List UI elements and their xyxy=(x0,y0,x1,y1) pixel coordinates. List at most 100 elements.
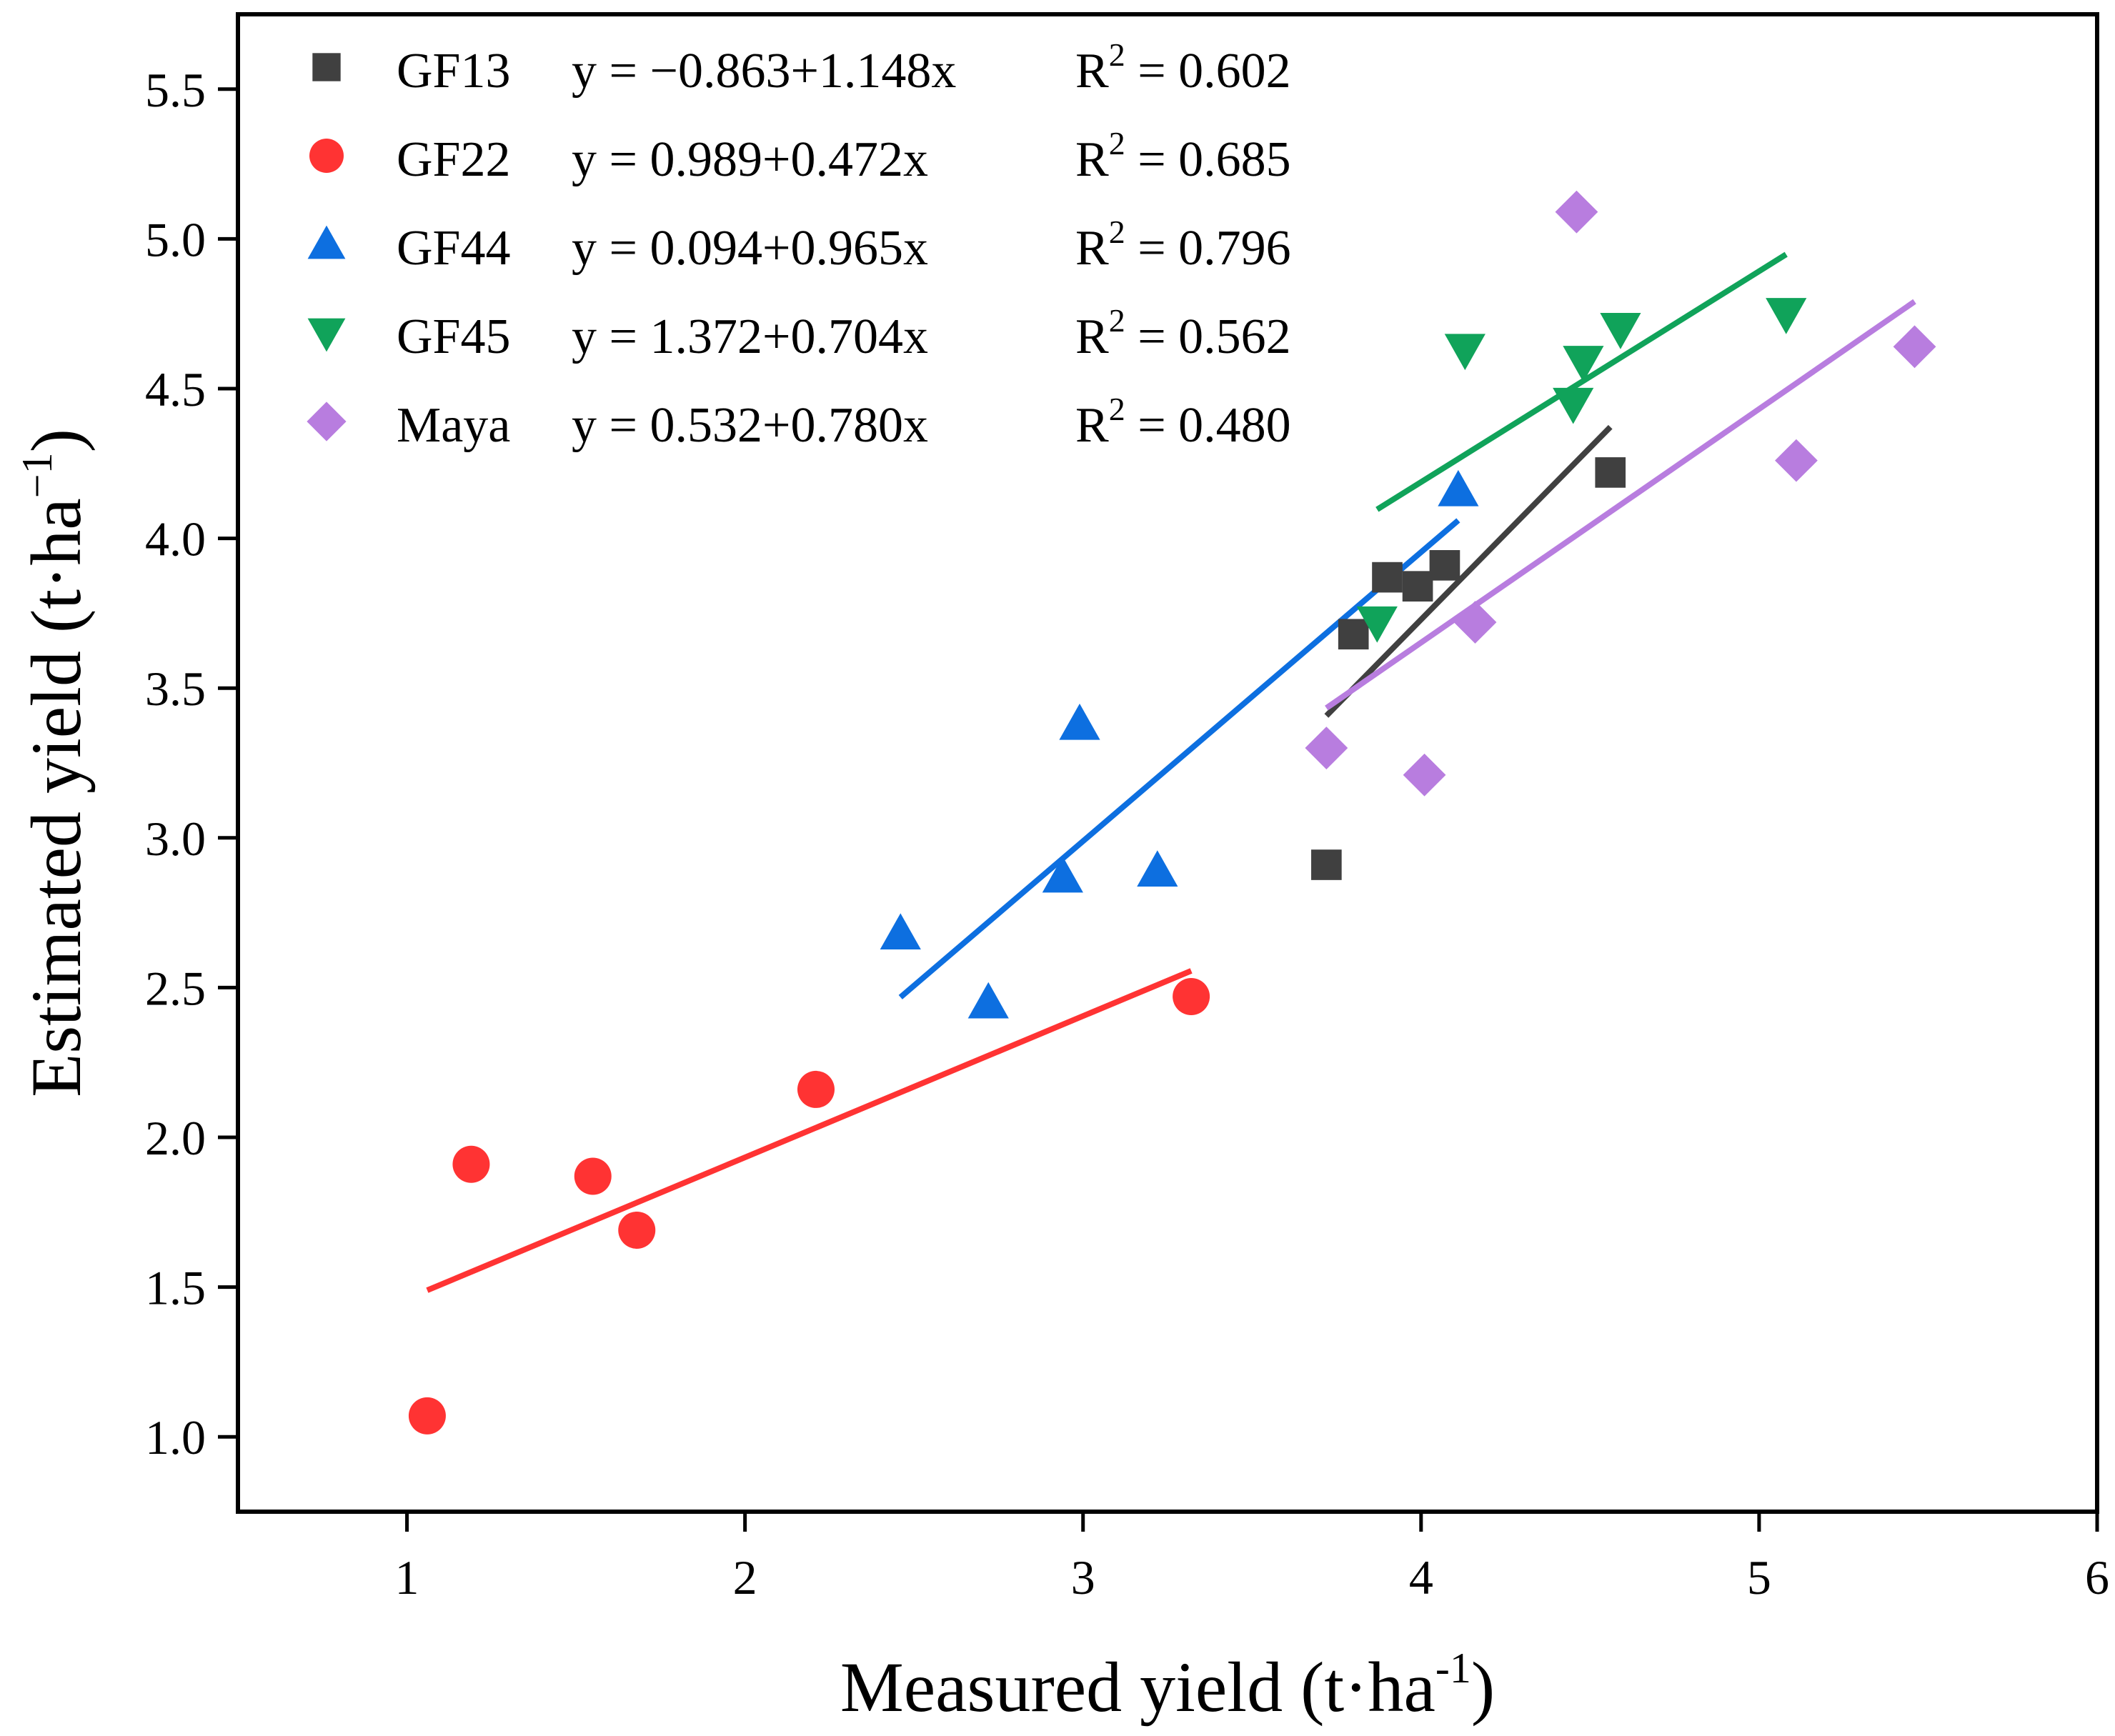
point-gf22-6 xyxy=(1173,977,1210,1015)
fit-line-gf22 xyxy=(426,968,1193,1293)
legend-marker-gf13 xyxy=(312,53,341,81)
legend-marker-gf22 xyxy=(309,139,344,173)
regression-lines xyxy=(426,251,1916,1293)
point-gf45-2 xyxy=(1444,334,1486,371)
y-axis-title-tail: ) xyxy=(16,429,96,452)
point-gf13-6 xyxy=(1595,457,1626,488)
point-maya-6 xyxy=(1893,325,1936,369)
point-gf45-5 xyxy=(1600,313,1641,349)
legend-r2-superscript-maya: 2 xyxy=(1109,391,1125,427)
x-tick-label-6: 6 xyxy=(2085,1550,2109,1605)
legend-r2-gf45: R2 = 0.562 xyxy=(1075,302,1291,364)
legend-r2-value-gf22: = 0.685 xyxy=(1125,132,1291,187)
point-maya-2 xyxy=(1403,753,1446,797)
point-maya-3 xyxy=(1453,601,1497,644)
legend-r2-superscript-gf44: 2 xyxy=(1109,214,1125,250)
legend-equation-gf22: y = 0.989+0.472x xyxy=(572,132,928,187)
y-tick-label-5.0: 5.0 xyxy=(145,212,206,266)
x-axis-title-superscript: -1 xyxy=(1435,1645,1471,1692)
point-gf44-6 xyxy=(1438,469,1479,507)
legend-r2-superscript-gf45: 2 xyxy=(1109,302,1125,339)
legend-marker-gf45 xyxy=(307,318,346,352)
point-maya-5 xyxy=(1775,439,1818,482)
data-points xyxy=(408,190,1936,1435)
x-tick-label-2: 2 xyxy=(733,1550,757,1605)
legend-name-gf44: GF44 xyxy=(397,221,510,276)
x-tick-label-3: 3 xyxy=(1071,1550,1095,1605)
point-gf44-4 xyxy=(1059,703,1100,740)
x-axis-title-main: Measured yield (t·ha xyxy=(840,1647,1435,1727)
point-gf13-1 xyxy=(1311,849,1342,880)
axis-tick-labels: 1 2 3 4 5 6 1.0 1.5 2.0 2.5 3.0 3.5 4.0 4.5 5.0 5.5 xyxy=(145,63,2109,1605)
legend-r2-maya: R2 = 0.480 xyxy=(1075,391,1291,453)
point-gf22-3 xyxy=(574,1157,612,1195)
x-tick-label-1: 1 xyxy=(395,1550,419,1605)
y-tick-label-2.5: 2.5 xyxy=(145,961,206,1015)
legend-r2-label-gf22: R xyxy=(1075,132,1109,187)
point-maya-4 xyxy=(1555,190,1598,234)
axis-ticks xyxy=(218,87,2099,1532)
fit-line-gf44 xyxy=(898,518,1460,999)
legend-r2-label-gf13: R xyxy=(1075,44,1109,99)
point-gf13-3 xyxy=(1372,562,1403,593)
y-axis-title-main: Estimated yield (t·ha xyxy=(16,498,96,1097)
x-tick-label-5: 5 xyxy=(1747,1550,1771,1605)
legend-r2-gf44: R2 = 0.796 xyxy=(1075,214,1291,276)
point-gf45-4 xyxy=(1563,346,1604,382)
legend-equation-gf45: y = 1.372+0.704x xyxy=(572,309,928,364)
point-gf44-3 xyxy=(1042,856,1083,893)
point-gf13-2 xyxy=(1338,619,1369,650)
legend-name-gf22: GF22 xyxy=(397,132,510,187)
point-maya-1 xyxy=(1305,727,1348,769)
legend-name-maya: Maya xyxy=(397,398,510,453)
legend-r2-value-gf13: = 0.602 xyxy=(1125,44,1291,99)
fit-line-gf45 xyxy=(1375,251,1788,512)
legend-name-gf45: GF45 xyxy=(397,309,510,364)
x-tick-label-4: 4 xyxy=(1409,1550,1433,1605)
y-tick-label-1.5: 1.5 xyxy=(145,1261,206,1315)
legend-r2-gf22: R2 = 0.685 xyxy=(1075,125,1291,187)
y-tick-label-4.0: 4.0 xyxy=(145,512,206,567)
point-gf45-6 xyxy=(1766,298,1807,334)
point-gf13-4 xyxy=(1402,571,1433,602)
legend-r2-label-maya: R xyxy=(1075,398,1109,453)
legend-marker-maya xyxy=(307,401,347,442)
legend-equation-maya: y = 0.532+0.780x xyxy=(572,398,928,453)
x-axis-title: Measured yield (t·ha-1) xyxy=(840,1645,1495,1727)
legend-r2-gf13: R2 = 0.602 xyxy=(1075,36,1291,99)
point-gf22-4 xyxy=(618,1211,656,1249)
y-tick-label-2.0: 2.0 xyxy=(145,1111,206,1165)
legend-r2-value-gf45: = 0.562 xyxy=(1125,309,1291,364)
y-tick-label-5.5: 5.5 xyxy=(145,63,206,117)
x-axis-title-tail: ) xyxy=(1471,1647,1495,1727)
y-tick-label-4.5: 4.5 xyxy=(145,362,206,416)
legend-r2-value-maya: = 0.480 xyxy=(1125,398,1291,453)
legend-r2-value-gf44: = 0.796 xyxy=(1125,221,1291,276)
y-axis-title: Estimated yield (t·ha−1) xyxy=(14,429,96,1097)
y-tick-label-1.0: 1.0 xyxy=(145,1410,206,1465)
point-gf44-1 xyxy=(880,913,921,950)
legend-equation-gf13: y = −0.863+1.148x xyxy=(572,44,956,99)
fit-line-gf13 xyxy=(1324,424,1613,718)
legend-r2-superscript-gf13: 2 xyxy=(1109,36,1125,73)
point-gf22-1 xyxy=(408,1397,446,1435)
y-axis-title-superscript: −1 xyxy=(14,452,61,498)
y-tick-label-3.0: 3.0 xyxy=(145,812,206,866)
plot-frame xyxy=(236,12,2099,1514)
point-gf45-3 xyxy=(1553,387,1594,424)
legend-equation-gf44: y = 0.094+0.965x xyxy=(572,221,928,276)
point-gf13-5 xyxy=(1429,550,1460,581)
legend-r2-label-gf45: R xyxy=(1075,309,1109,364)
point-gf22-5 xyxy=(797,1070,835,1108)
legend-marker-gf44 xyxy=(307,225,346,259)
point-gf45-1 xyxy=(1356,606,1398,643)
point-gf44-5 xyxy=(1137,850,1178,887)
point-gf44-2 xyxy=(967,982,1009,1019)
legend-r2-label-gf44: R xyxy=(1075,221,1109,276)
legend-name-gf13: GF13 xyxy=(397,44,510,99)
legend-r2-superscript-gf22: 2 xyxy=(1109,125,1125,161)
point-gf22-2 xyxy=(452,1145,490,1183)
y-tick-label-3.5: 3.5 xyxy=(145,662,206,716)
